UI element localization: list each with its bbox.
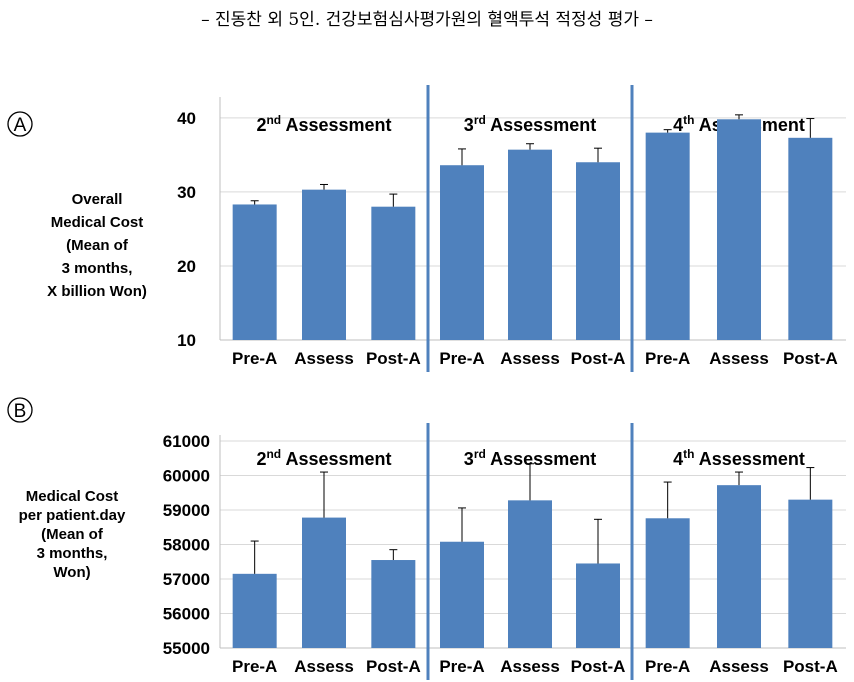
x-tick-label: Pre-A: [232, 657, 277, 676]
bar: [440, 541, 484, 648]
y-tick-label: 40: [177, 109, 196, 128]
x-tick-label: Post-A: [571, 657, 626, 676]
bar: [508, 500, 552, 648]
panel-label: B: [14, 401, 27, 422]
y-tick-label: 10: [177, 331, 196, 350]
group-title: 3rd Assessment: [464, 113, 596, 135]
bar: [576, 563, 620, 648]
y-tick-label: 57000: [163, 570, 210, 589]
y-axis-label-line: X billion Won): [47, 283, 147, 300]
group-title: 3rd Assessment: [464, 447, 596, 469]
y-tick-label: 58000: [163, 536, 210, 555]
y-tick-label: 55000: [163, 639, 210, 658]
x-tick-label: Assess: [294, 349, 354, 368]
y-axis-label-line: 3 months,: [37, 545, 108, 562]
x-tick-label: Assess: [500, 349, 560, 368]
group-title: 2nd Assessment: [256, 447, 391, 469]
y-tick-label: 30: [177, 183, 196, 202]
x-tick-label: Pre-A: [232, 349, 277, 368]
x-tick-label: Pre-A: [645, 349, 690, 368]
bar: [232, 204, 277, 340]
bar: [576, 162, 620, 340]
bar: [302, 517, 346, 648]
y-axis-label-line: 3 months,: [62, 260, 133, 277]
bar: [645, 518, 690, 648]
x-tick-label: Post-A: [366, 657, 421, 676]
bar: [302, 189, 346, 340]
bar: [788, 499, 833, 648]
bar: [788, 137, 833, 340]
x-tick-label: Pre-A: [439, 657, 484, 676]
y-axis-label-line: Overall: [72, 191, 123, 208]
x-tick-label: Assess: [709, 657, 769, 676]
y-axis-label-line: Medical Cost: [51, 214, 144, 231]
y-axis-label-line: (Mean of: [66, 237, 129, 254]
x-tick-label: Post-A: [783, 657, 838, 676]
y-tick-label: 56000: [163, 605, 210, 624]
y-axis-label-line: (Mean of: [41, 526, 104, 543]
panel-label: A: [14, 115, 27, 136]
y-axis-label-line: per patient.day: [19, 507, 126, 524]
x-tick-label: Post-A: [571, 349, 626, 368]
bar: [371, 206, 416, 340]
y-tick-label: 60000: [163, 467, 210, 486]
x-tick-label: Pre-A: [645, 657, 690, 676]
y-tick-label: 20: [177, 257, 196, 276]
group-title: 4th Assessment: [673, 447, 805, 469]
bar: [232, 573, 277, 648]
y-axis-label-line: Medical Cost: [26, 488, 119, 505]
y-axis-label-line: Won): [53, 564, 90, 581]
x-tick-label: Post-A: [366, 349, 421, 368]
x-tick-label: Pre-A: [439, 349, 484, 368]
panel-label-circle: [7, 111, 33, 137]
x-tick-label: Assess: [500, 657, 560, 676]
group-title: 2nd Assessment: [256, 113, 391, 135]
panel-label-circle: [7, 397, 33, 423]
x-tick-label: Assess: [709, 349, 769, 368]
y-tick-label: 61000: [163, 432, 210, 451]
bar: [717, 485, 761, 648]
y-tick-label: 59000: [163, 501, 210, 520]
bar: [440, 165, 484, 340]
bar: [645, 132, 690, 340]
x-tick-label: Post-A: [783, 349, 838, 368]
page-title: – 진동찬 외 5인. 건강보험심사평가원의 혈액투석 적정성 평가 –: [201, 10, 653, 30]
x-tick-label: Assess: [294, 657, 354, 676]
bar: [371, 560, 416, 648]
bar: [508, 149, 552, 340]
bar: [717, 119, 761, 340]
